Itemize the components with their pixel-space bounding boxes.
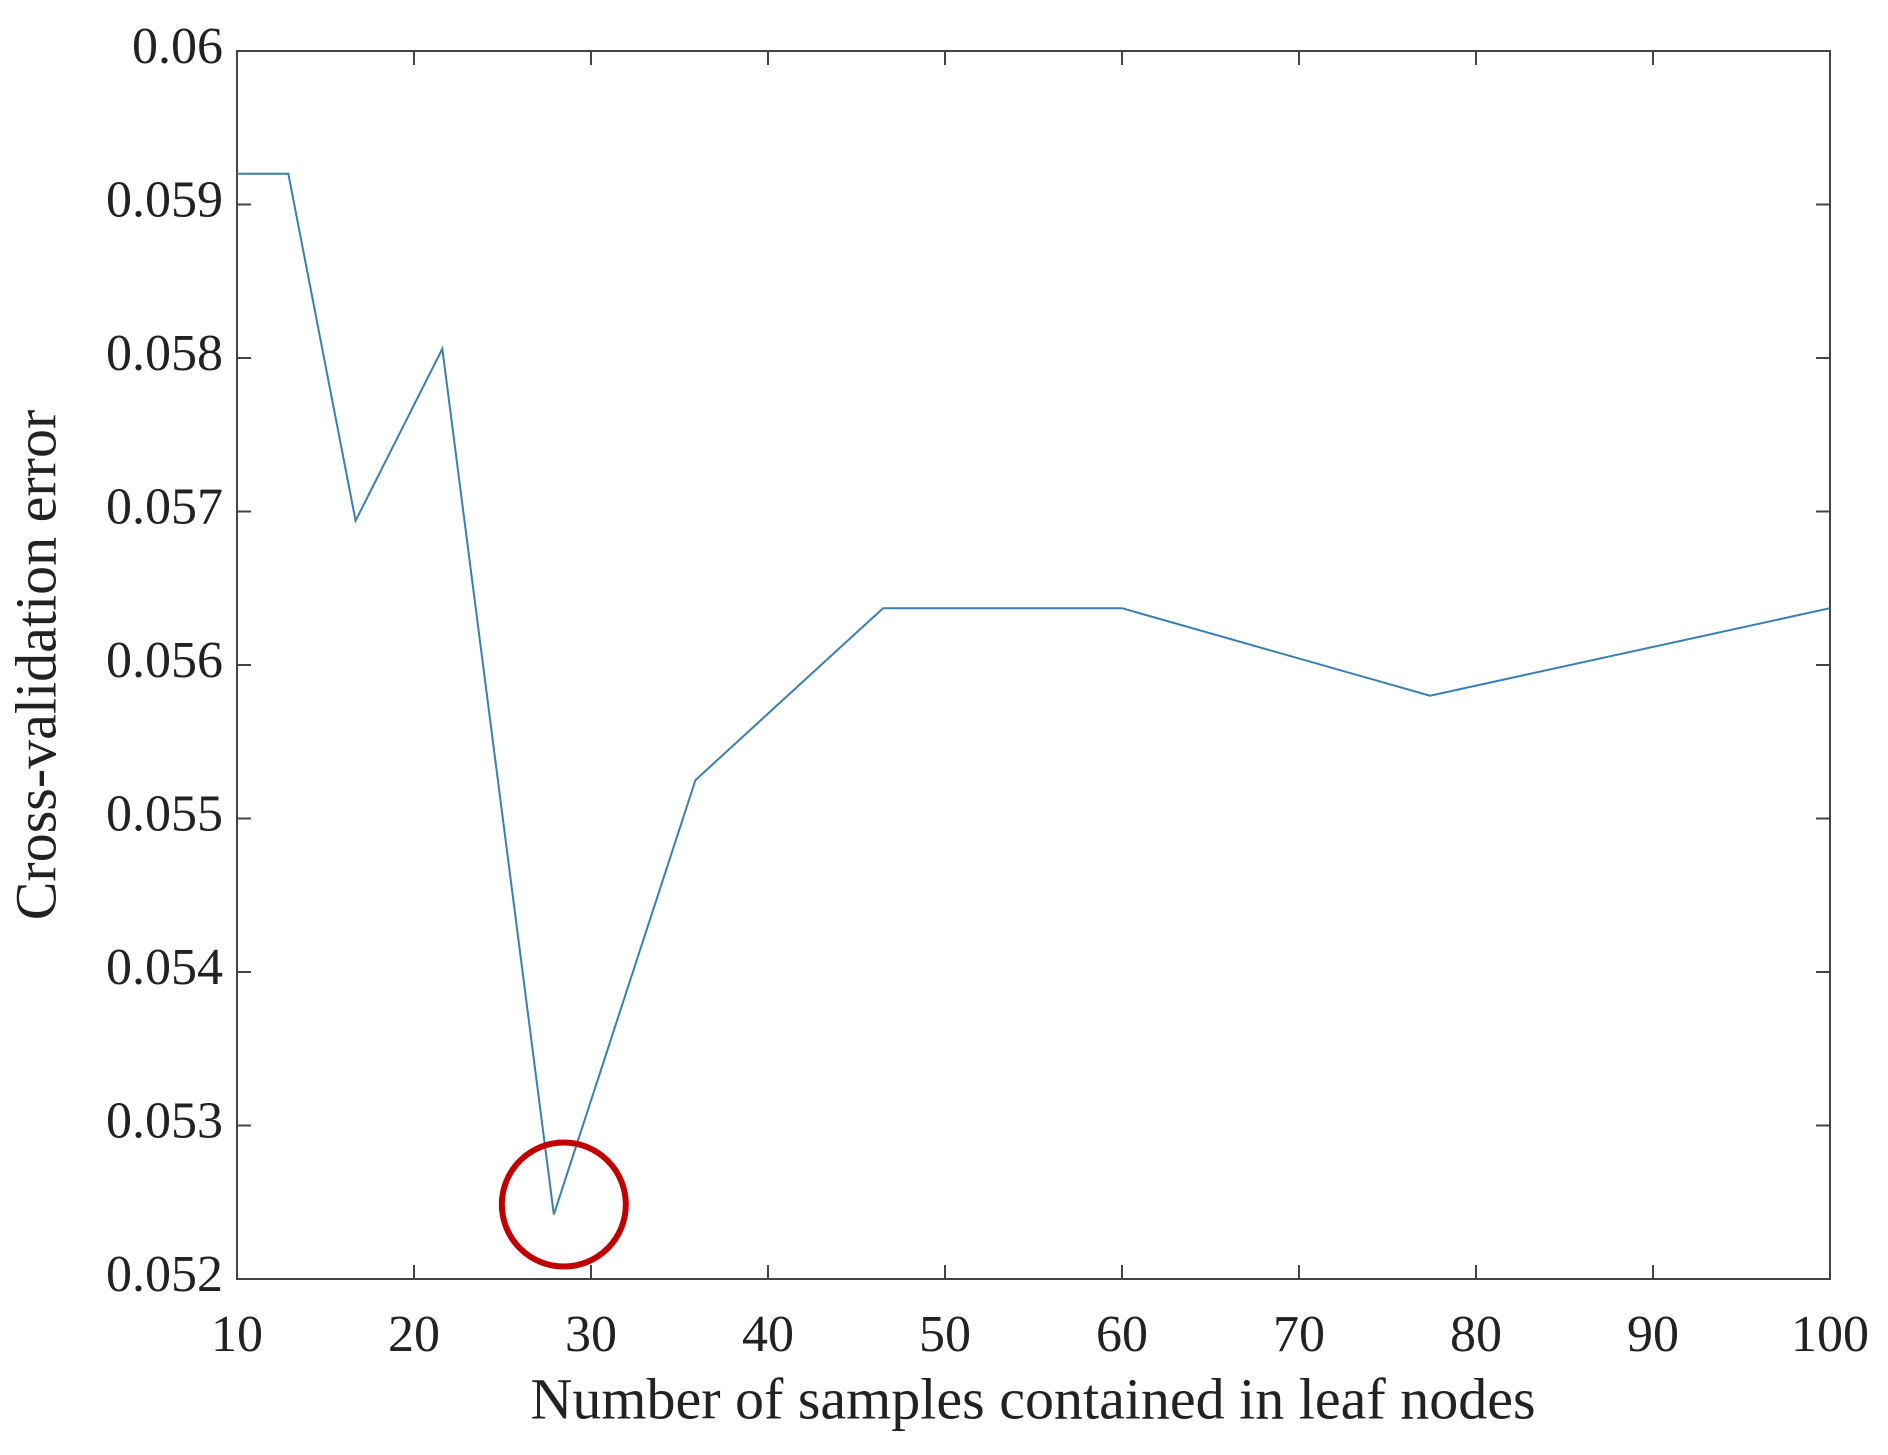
y-tick-label: 0.057 bbox=[106, 478, 223, 535]
y-tick-label: 0.053 bbox=[106, 1092, 223, 1149]
y-tick-label: 0.058 bbox=[106, 325, 223, 382]
y-axis-label: Cross-validation error bbox=[3, 410, 68, 921]
x-axis-label: Number of samples contained in leaf node… bbox=[530, 1366, 1535, 1431]
x-tick-label: 10 bbox=[211, 1306, 263, 1363]
x-tick-label: 60 bbox=[1096, 1306, 1148, 1363]
highlight-circle bbox=[498, 1139, 629, 1270]
x-tick-label: 50 bbox=[919, 1306, 971, 1363]
y-tick-label: 0.06 bbox=[132, 18, 223, 75]
y-tick-label: 0.052 bbox=[106, 1246, 223, 1303]
data-line bbox=[237, 172, 1831, 1215]
plot-frame bbox=[236, 50, 1831, 1280]
x-tick-label: 90 bbox=[1627, 1306, 1679, 1363]
y-tick-label: 0.055 bbox=[106, 785, 223, 842]
y-tick-label: 0.056 bbox=[106, 632, 223, 689]
x-tick-label: 100 bbox=[1791, 1306, 1869, 1363]
x-tick-label: 70 bbox=[1273, 1306, 1325, 1363]
x-tick-label: 30 bbox=[565, 1306, 617, 1363]
y-tick-label: 0.054 bbox=[106, 939, 223, 996]
x-tick-label: 80 bbox=[1450, 1306, 1502, 1363]
y-tick-label: 0.059 bbox=[106, 171, 223, 228]
x-tick-label: 20 bbox=[388, 1306, 440, 1363]
x-tick-label: 40 bbox=[742, 1306, 794, 1363]
